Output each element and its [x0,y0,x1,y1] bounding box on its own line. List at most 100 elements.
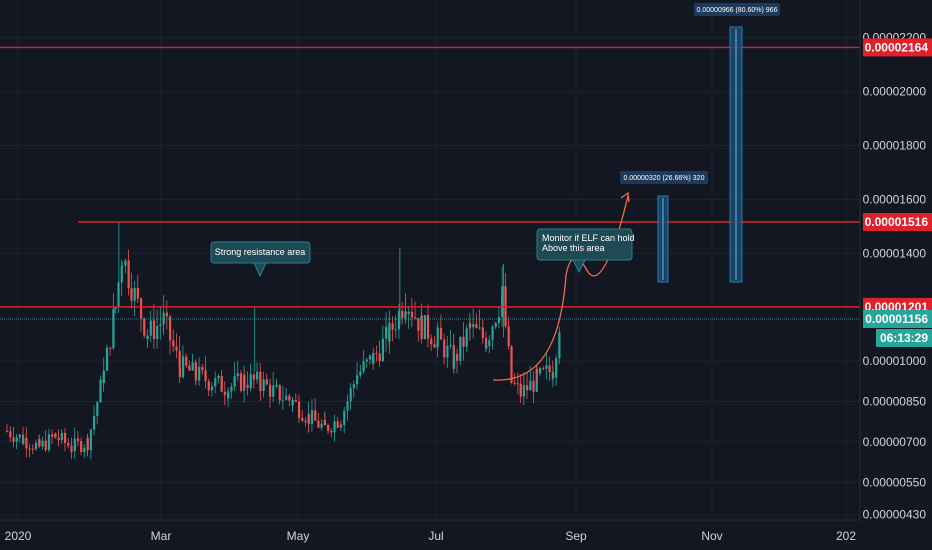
candle-body [102,370,105,383]
candle-body [149,320,152,336]
monitor-note-line2: Above this area [542,243,605,253]
measure-large[interactable]: 0.00000966 (80.60%) 966 [694,3,780,283]
candle-body [249,374,252,389]
candle-body [529,380,532,391]
projection-arrowhead-icon [620,191,630,203]
candle-body [9,431,12,438]
current-price-label: 0.00001156 [865,312,928,326]
candle-body [120,266,123,283]
y-tick-label: 0.00001000 [863,354,927,368]
candle-body [207,381,210,391]
candle-body [172,340,175,347]
candle-body [220,375,223,392]
candle-body [314,410,317,421]
candle-body [70,451,73,453]
candle-body [124,260,127,266]
candle-body [34,442,38,450]
candle-body [555,358,558,378]
candle-body [426,315,430,339]
candle-body [401,310,404,319]
candle-body [159,324,162,327]
candle-body [439,327,443,340]
candle-body [343,410,346,426]
x-tick-label: Nov [701,529,722,543]
candle-body [201,366,204,371]
candle-body [519,383,522,397]
candle-body [265,379,268,385]
candle-body [545,365,548,369]
candle-body [230,386,233,392]
candle-body [143,318,146,336]
measure-large-label: 0.00000966 (80.60%) 966 [697,7,778,14]
candle-body [73,438,76,452]
candle-body [22,438,25,444]
price-tags: 0.000021640.000015160.000012010.00001156… [863,38,932,348]
candle-body [423,315,426,340]
candle-body [6,431,9,433]
candle-body [281,399,285,401]
y-tick-label: 0.00000700 [863,435,927,449]
y-tick-label: 0.00000550 [863,475,927,489]
candle-body [67,442,70,446]
y-axis[interactable]: 0.00000430 0.00000550 0.00000700 0.00000850… [863,31,927,522]
candle-body [323,420,327,426]
candle-body [15,437,18,442]
current-price-tag [863,310,932,329]
candle-body [188,365,191,371]
candle-body [391,323,394,330]
candle-body [494,323,497,327]
candle-body [484,338,488,349]
candle-body [130,288,133,301]
candle-body [12,437,15,442]
candle-body [410,311,414,318]
countdown-tag [876,329,932,348]
candle-body [407,311,410,314]
level-price-tag [863,213,932,232]
resistance-callout[interactable]: Strong resistance area [210,241,311,278]
candle-body [169,316,172,341]
candle-body [233,376,236,387]
measure-small-label: 0.00000320 (26.66%) 320 [624,175,705,182]
candle-body [491,326,494,340]
x-tick-label: Mar [151,529,172,543]
candle-body [191,362,194,371]
candle-body [333,421,336,433]
candle-body [301,417,304,421]
candle-body [381,338,385,361]
level-price-label: 0.00002164 [865,40,929,54]
candle-body [320,423,323,428]
measure-small-label-box [620,171,708,184]
candle-body [156,326,159,340]
candle-body [501,286,504,297]
candle-body [456,353,459,361]
candle-body [204,370,207,382]
candle-body [532,380,535,392]
candle-body [362,361,365,372]
candle-body [259,386,262,391]
candle-body [54,433,57,438]
y-tick-label: 0.00002000 [863,85,927,99]
measure-small[interactable]: 0.00000320 (26.66%) 320 [620,171,708,283]
x-axis[interactable]: 2020 Mar May Jul Sep Nov 202 [5,529,857,543]
candle-body [227,391,230,399]
candle-body [417,318,420,331]
candle-body [236,373,239,377]
candle-body [507,326,510,347]
resistance-note: Strong resistance area [215,247,306,257]
candle-body [304,420,307,423]
monitor-callout[interactable]: Monitor if ELF can hold Above this area [536,228,635,274]
candle-body [259,371,262,387]
candle-body [165,312,169,317]
monitor-callout-pointer-icon [572,259,586,274]
candle-body [385,326,388,339]
candle-body [76,438,80,441]
candle-body [375,352,378,354]
candle-body [443,339,446,358]
candle-body [133,288,136,301]
candle-body [485,346,488,349]
candle-body [558,332,561,359]
candle-body [278,385,281,401]
candle-body [355,380,359,385]
candle-body [175,346,178,351]
